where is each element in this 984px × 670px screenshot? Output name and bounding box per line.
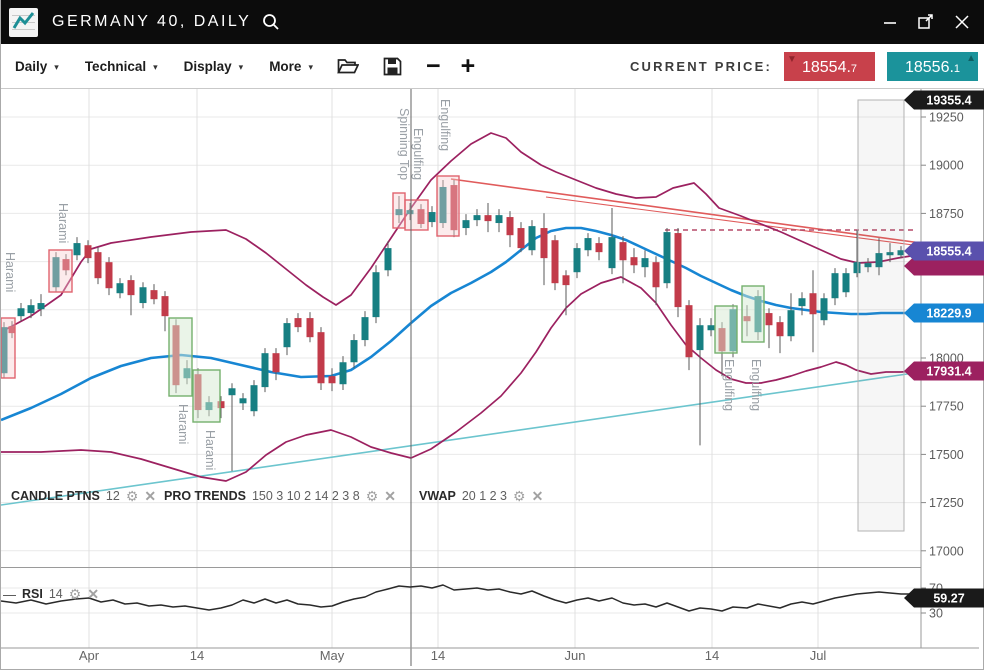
indicator-name: VWAP (419, 489, 456, 503)
grid-lines (1, 89, 921, 648)
svg-text:Jul: Jul (810, 648, 827, 663)
svg-text:18750: 18750 (929, 207, 964, 221)
svg-text:19000: 19000 (929, 159, 964, 173)
more-menu[interactable]: More ▾ (269, 58, 313, 74)
svg-text:14: 14 (190, 648, 204, 663)
indicator-name: PRO TRENDS (164, 489, 246, 503)
indicator-params: 12 (105, 489, 120, 503)
settings-gear-icon[interactable]: ⚙ (68, 586, 82, 602)
arrow-up-icon: ▲ (966, 52, 976, 64)
chevron-down-icon: ▾ (308, 61, 313, 72)
svg-text:Engulfing: Engulfing (411, 128, 425, 180)
remove-indicator-icon[interactable]: ✕ (87, 586, 100, 602)
trend-lines (1, 178, 922, 506)
svg-text:17250: 17250 (929, 496, 964, 510)
zoom-in-button[interactable]: + (460, 52, 476, 80)
settings-gear-icon[interactable]: ⚙ (125, 488, 139, 504)
svg-text:Harami: Harami (56, 203, 70, 243)
svg-text:Engulfing: Engulfing (438, 99, 452, 151)
price-badges: 19355.4 18555.4 18229.9 17931.4 59.27 (904, 90, 984, 608)
display-menu[interactable]: Display ▾ (183, 58, 244, 74)
settings-gear-icon[interactable]: ⚙ (365, 488, 379, 504)
svg-text:Harami: Harami (203, 430, 217, 470)
popout-button[interactable] (913, 9, 939, 35)
svg-text:Engulfing: Engulfing (749, 359, 763, 411)
save-icon[interactable] (383, 57, 402, 76)
vwap-bands (1, 132, 918, 482)
indicator-params: 150 3 10 2 14 2 3 8 (251, 489, 360, 503)
svg-text:17500: 17500 (929, 448, 964, 462)
minimize-button[interactable] (877, 9, 903, 35)
indicator-params: 20 1 2 3 (461, 489, 507, 503)
bid-price-badge[interactable]: ▼ 18554. 7 (784, 51, 875, 81)
app-chart-icon (9, 7, 38, 37)
svg-text:14: 14 (431, 648, 445, 663)
remove-indicator-icon[interactable]: ✕ (144, 488, 157, 504)
chevron-down-icon: ▾ (153, 61, 158, 72)
close-button[interactable] (949, 9, 975, 35)
indicator-params: 14 (48, 587, 63, 601)
svg-text:19250: 19250 (929, 111, 964, 125)
svg-text:Apr: Apr (79, 648, 100, 663)
svg-text:Harami: Harami (3, 252, 17, 292)
svg-text:17000: 17000 (929, 544, 964, 558)
search-icon[interactable] (261, 12, 281, 32)
svg-text:Engulfing: Engulfing (722, 359, 736, 411)
remove-indicator-icon[interactable]: ✕ (384, 488, 396, 504)
indicator-chip-pro-trends: PRO TRENDS 150 3 10 2 14 2 3 8 ⚙ ✕ (164, 487, 396, 505)
timeframe-menu[interactable]: Daily ▾ (15, 58, 59, 74)
svg-text:17750: 17750 (929, 400, 964, 414)
title-bar: GERMANY 40, DAILY (1, 0, 984, 44)
settings-gear-icon[interactable]: ⚙ (513, 488, 526, 504)
svg-text:18229.9: 18229.9 (926, 307, 971, 321)
svg-text:Harami: Harami (176, 404, 190, 444)
toolbar: Daily ▾ Technical ▾ Display ▾ More ▾ − + CUR… (1, 44, 984, 89)
rsi-pane: 7030 (1, 582, 943, 621)
ask-price-badge[interactable]: 18556. 1 ▲ (887, 51, 978, 81)
svg-text:May: May (320, 648, 345, 663)
svg-text:Spinning Top: Spinning Top (397, 108, 411, 180)
indicator-name: RSI (22, 587, 43, 601)
time-axis: Apr 14 May 14 Jun 14 Jul (79, 648, 827, 663)
svg-text:30: 30 (929, 607, 943, 621)
svg-text:17931.4: 17931.4 (926, 365, 971, 379)
indicator-chip-candle-ptns: CANDLE PTNS 12 ⚙ ✕ (11, 487, 156, 505)
open-folder-icon[interactable] (337, 57, 359, 75)
svg-text:19355.4: 19355.4 (926, 94, 971, 108)
indicator-chip-vwap: VWAP 20 1 2 3 ⚙ ✕ (419, 487, 543, 505)
line-sample-icon: — (3, 586, 16, 602)
svg-text:18555.4: 18555.4 (926, 245, 971, 259)
svg-text:Jun: Jun (565, 648, 586, 663)
svg-text:14: 14 (705, 648, 719, 663)
indicator-name: CANDLE PTNS (11, 489, 100, 503)
pane-borders (1, 89, 979, 649)
chevron-down-icon: ▾ (54, 61, 59, 72)
svg-text:59.27: 59.27 (933, 592, 964, 606)
selection-region (857, 99, 905, 532)
chevron-down-icon: ▾ (238, 61, 244, 72)
remove-indicator-icon[interactable]: ✕ (531, 488, 544, 504)
current-price-label: CURRENT PRICE: (629, 58, 772, 74)
arrow-down-icon: ▼ (787, 53, 797, 65)
indicator-chip-rsi: — RSI 14 ⚙ ✕ (3, 586, 99, 602)
zoom-out-button[interactable]: − (425, 52, 441, 80)
window-title: GERMANY 40, DAILY (52, 13, 252, 30)
technical-menu[interactable]: Technical ▾ (84, 58, 158, 74)
